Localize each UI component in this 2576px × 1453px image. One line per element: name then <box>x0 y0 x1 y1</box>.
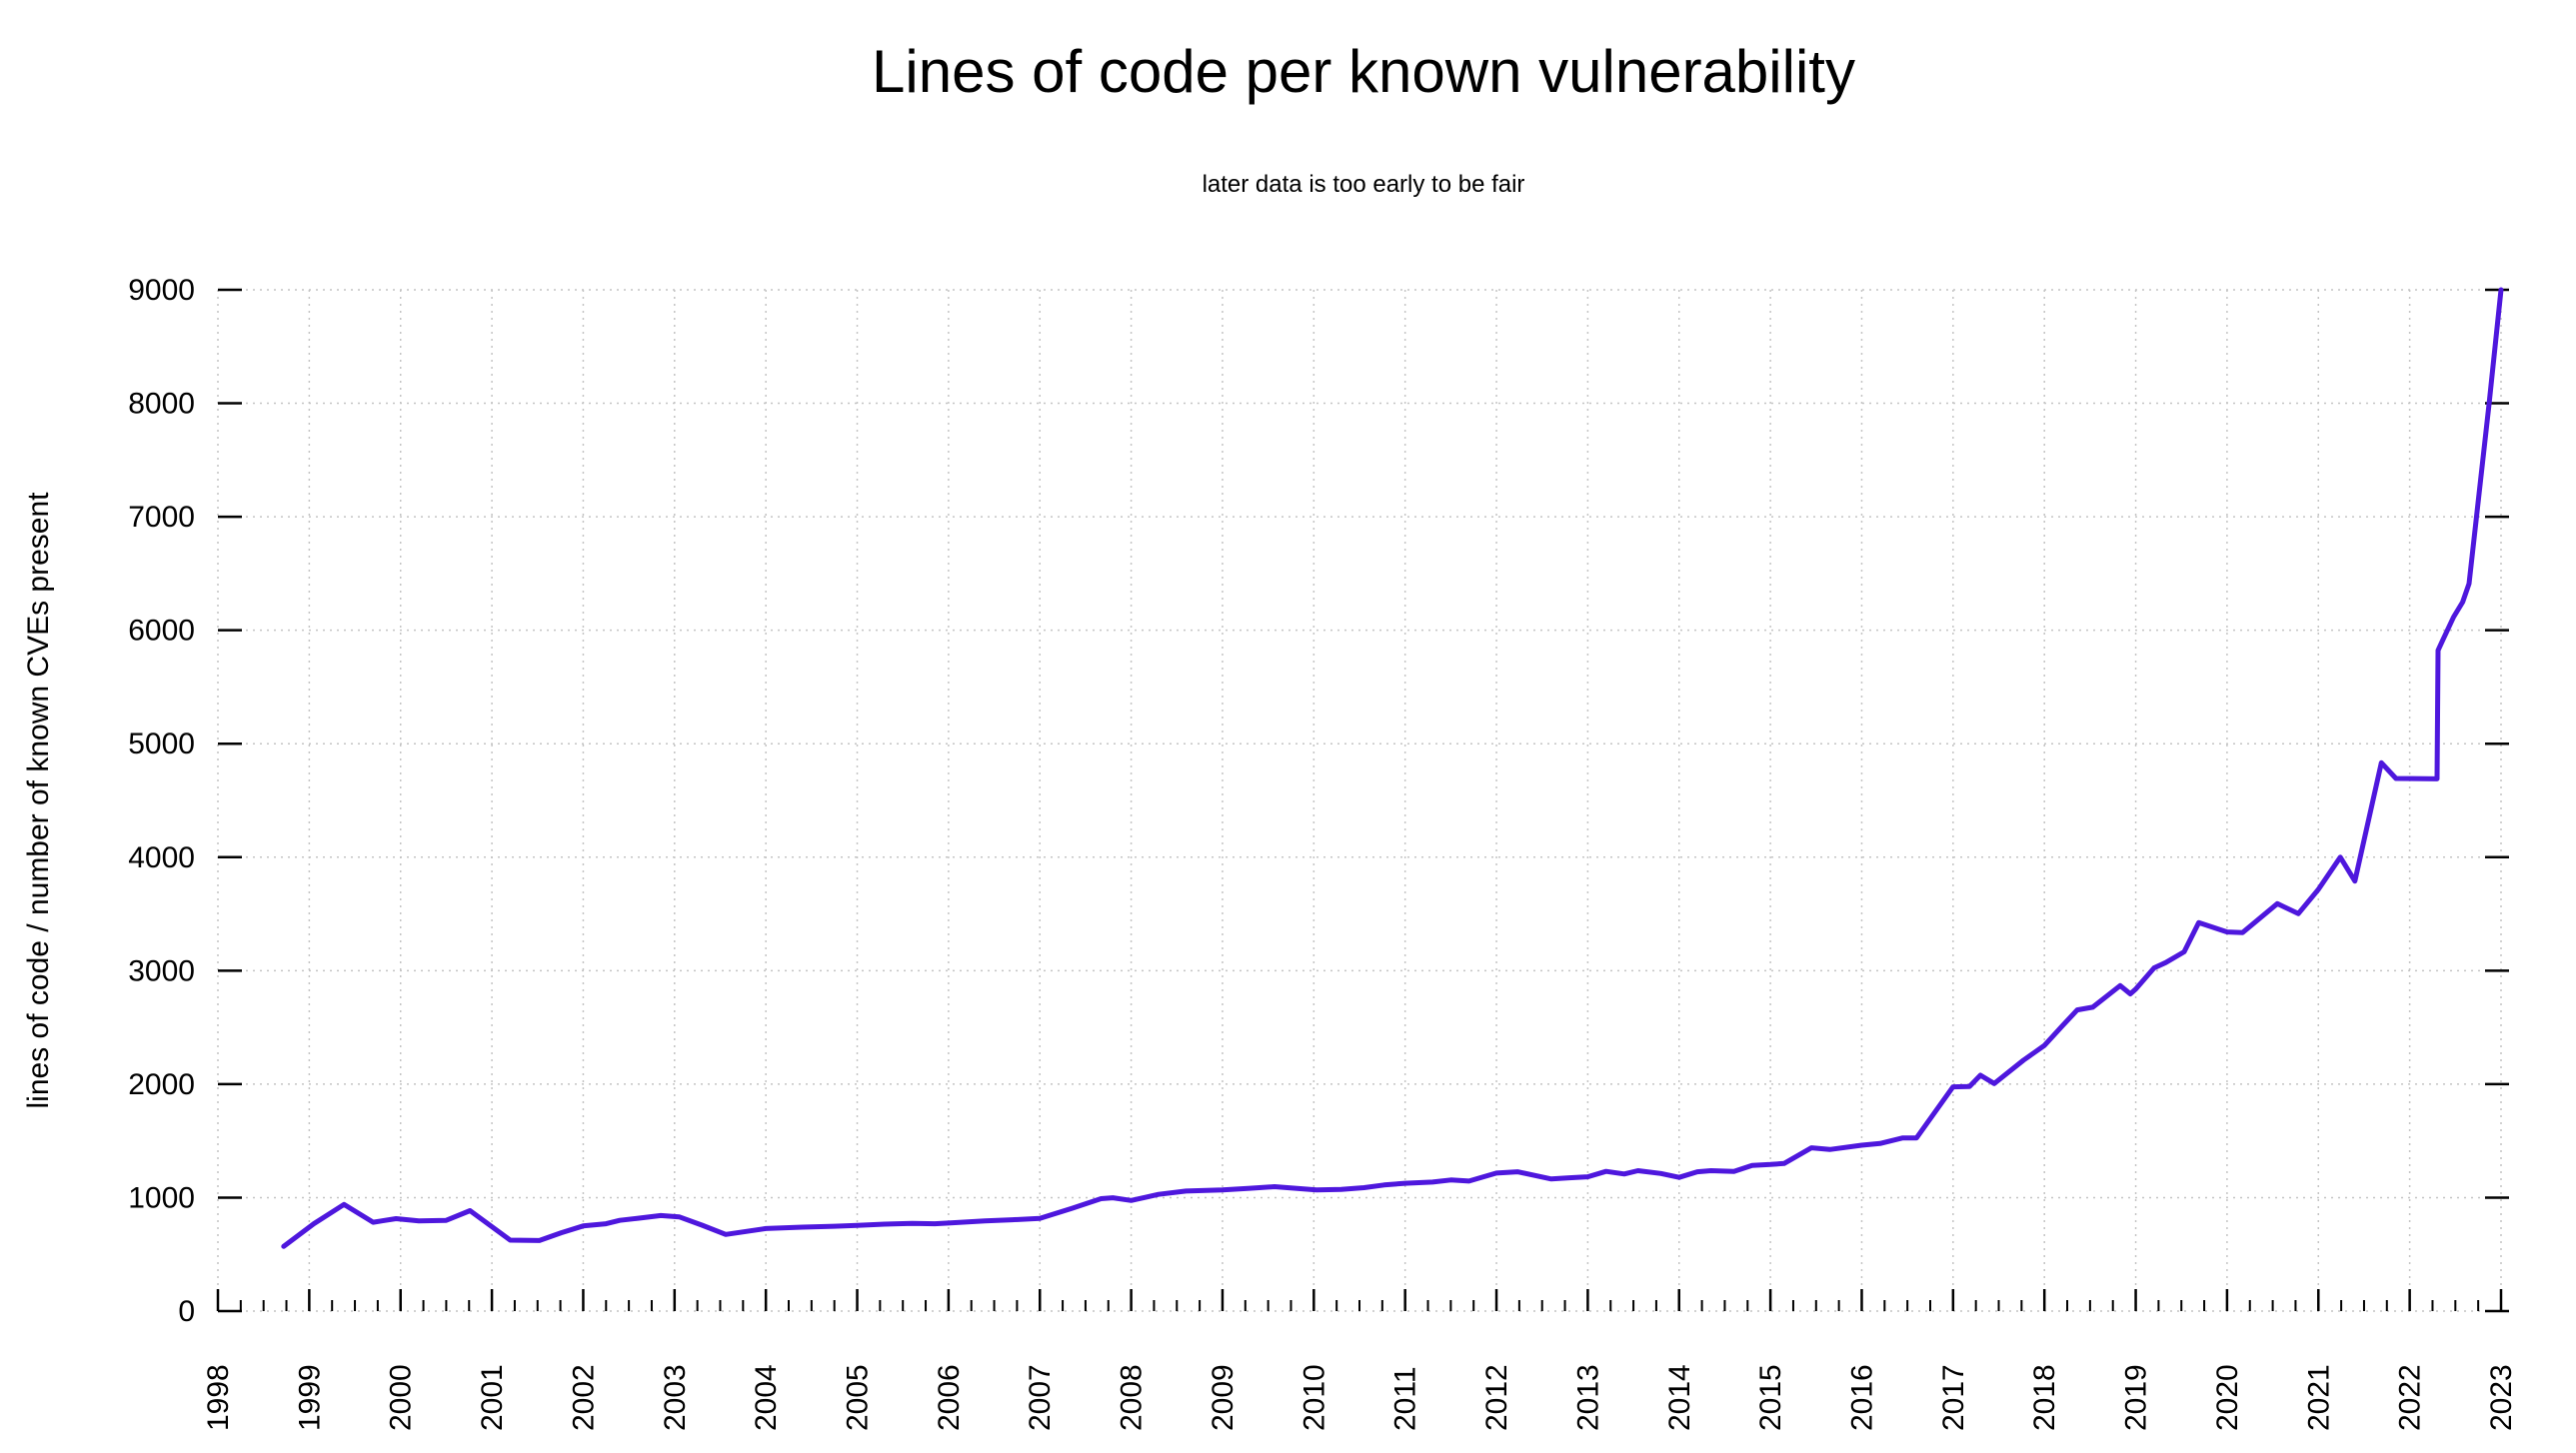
y-axis-label: lines of code / number of known CVEs pre… <box>22 492 55 1109</box>
y-tick-label: 8000 <box>128 388 195 421</box>
x-tick-label: 2002 <box>567 1364 600 1431</box>
tick-layer <box>216 288 2509 1313</box>
x-tick-label: 2023 <box>2485 1364 2518 1431</box>
x-tick-label: 2008 <box>1116 1364 1149 1431</box>
y-tick-label: 7000 <box>128 501 195 534</box>
x-tick-label: 2009 <box>1207 1364 1240 1431</box>
x-tick-label: 2021 <box>2302 1364 2335 1431</box>
chart-subtitle: later data is too early to be fair <box>1203 171 1525 198</box>
x-tick-label: 2010 <box>1297 1364 1330 1431</box>
x-tick-label: 2003 <box>659 1364 692 1431</box>
x-tick-label: 2012 <box>1480 1364 1513 1431</box>
x-tick-label: 1998 <box>202 1364 235 1431</box>
y-tick-label: 0 <box>178 1295 195 1328</box>
tick-label-layer: 0 1000 2000 3000 4000 5000 6000 7000 8000 9000 199… <box>128 274 2518 1431</box>
x-tick-label: 2000 <box>385 1364 418 1431</box>
y-tick-label: 3000 <box>128 954 195 987</box>
x-tick-label: 2006 <box>933 1364 966 1431</box>
x-tick-label: 2020 <box>2211 1364 2244 1431</box>
x-tick-label: 2019 <box>2120 1364 2153 1431</box>
x-tick-label: 2011 <box>1389 1366 1422 1431</box>
grid-layer <box>217 289 2509 1312</box>
x-tick-label: 2018 <box>2028 1364 2061 1431</box>
chart-title: Lines of code per known vulnerability <box>872 38 1855 105</box>
y-tick-label: 6000 <box>128 615 195 648</box>
x-tick-label: 2015 <box>1754 1364 1787 1431</box>
series-layer <box>281 287 2504 1249</box>
x-tick-label: 2007 <box>1024 1364 1057 1431</box>
x-tick-label: 2005 <box>842 1364 875 1431</box>
x-tick-label: 2022 <box>2394 1364 2427 1431</box>
y-tick-label: 2000 <box>128 1068 195 1101</box>
x-tick-label: 2014 <box>1663 1364 1696 1431</box>
x-tick-label: 2001 <box>476 1364 509 1431</box>
data-line <box>281 287 2504 1249</box>
y-tick-label: 9000 <box>128 274 195 307</box>
x-tick-label: 2017 <box>1937 1364 1970 1431</box>
x-tick-label: 2016 <box>1845 1364 1878 1431</box>
x-tick-label: 1999 <box>293 1364 326 1431</box>
x-tick-label: 2004 <box>750 1364 783 1431</box>
y-tick-label: 1000 <box>128 1181 195 1214</box>
y-tick-label: 4000 <box>128 841 195 874</box>
x-tick-label: 2013 <box>1571 1364 1604 1431</box>
y-tick-label: 5000 <box>128 727 195 760</box>
